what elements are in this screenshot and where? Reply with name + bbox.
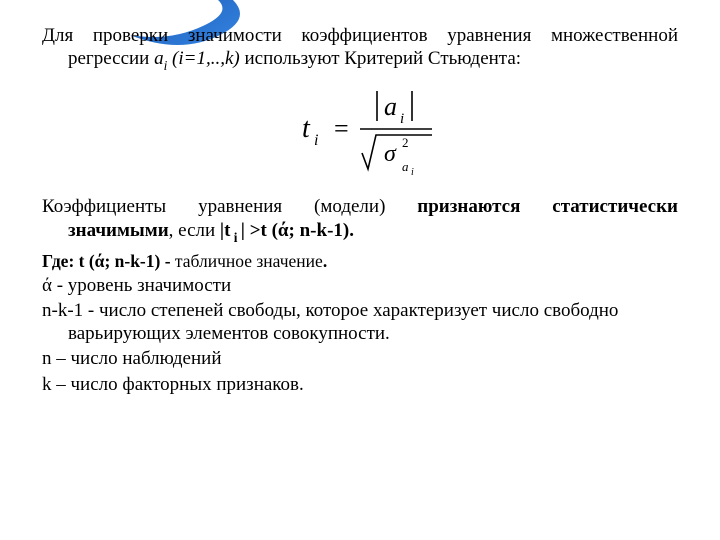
den-sub-i: i xyxy=(411,167,414,175)
where-text: табличное значение xyxy=(175,251,323,271)
where-label: Где: t (ά; n-k-1) - xyxy=(42,251,175,271)
df-line: n-k-1 - число степеней свободы, которое … xyxy=(42,299,678,345)
den-exp: 2 xyxy=(402,135,409,150)
formula-t: t xyxy=(302,113,311,144)
paragraph-intro: Для проверки значимости коэффициентов ур… xyxy=(42,24,678,73)
where-line: Где: t (ά; n-k-1) - табличное значение. xyxy=(42,251,678,272)
num-a: a xyxy=(384,92,397,121)
den-sigma: σ xyxy=(384,141,397,167)
formula-student-t: t i = a i σ 2 a i xyxy=(42,83,678,181)
formula-t-sub: i xyxy=(314,132,318,149)
text: , если xyxy=(169,220,220,241)
slide-content: Для проверки значимости коэффициентов ур… xyxy=(42,24,678,398)
k-line: k – число факторных признаков. xyxy=(42,373,678,396)
n-line: n – число наблюдений xyxy=(42,347,678,370)
num-a-sub: i xyxy=(400,111,404,127)
cond-rhs: | >t (ά; n-k-1). xyxy=(241,220,354,241)
cond-lhs: |t i xyxy=(220,220,241,241)
text: (i=1,..,k) xyxy=(167,48,239,69)
paragraph-significance: Коэффициенты уравнения (модели) признают… xyxy=(42,195,678,244)
text: используют Критерий Стьюдента: xyxy=(240,48,521,69)
formula-eq: = xyxy=(334,114,349,143)
den-sub-a: a xyxy=(402,159,409,174)
var-ai: ai xyxy=(154,48,167,69)
text: Коэффициенты уравнения (модели) xyxy=(42,196,417,217)
alpha-line: ά - уровень значимости xyxy=(42,274,678,297)
sqrt-symbol xyxy=(362,135,432,169)
